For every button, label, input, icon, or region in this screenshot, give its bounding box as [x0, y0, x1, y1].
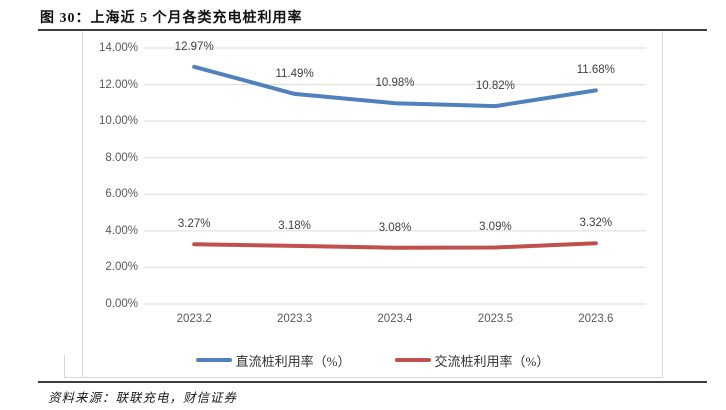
x-tick-label: 2023.5: [477, 313, 513, 325]
data-label: 3.27%: [177, 218, 211, 231]
source-note: 资料来源：联联充电，财信证券: [48, 391, 238, 405]
figure-title: 图 30：上海近 5 个月各类充电桩利用率: [40, 11, 303, 26]
y-tick-label: 0.00%: [105, 298, 138, 310]
data-label: 3.09%: [479, 221, 512, 234]
data-label: 3.18%: [278, 219, 311, 232]
legend-label: 交流桩利用率（%）: [434, 353, 550, 369]
series-line-1: [192, 241, 598, 250]
legend-line-swatch: [195, 358, 232, 362]
y-tick-label: 12.00%: [98, 78, 138, 91]
x-tick-label: 2023.4: [377, 313, 413, 325]
legend: 直流桩利用率（%） 交流桩利用率（%）: [83, 349, 662, 371]
y-tick-label: 4.00%: [105, 224, 138, 237]
legend-line-swatch: [394, 358, 431, 362]
legend-item-1: 交流桩利用率（%）: [394, 351, 550, 370]
chart-area: 0.00% 2.00% 4.00% 6.00% 8.00% 10.00% 12.00% 14.…: [82, 31, 663, 378]
data-label: 10.82%: [475, 80, 515, 93]
x-tick-label: 2023.3: [277, 313, 313, 325]
data-label: 10.98%: [375, 77, 415, 90]
data-label: 12.97%: [174, 40, 214, 53]
legend-label: 直流桩利用率（%）: [235, 353, 351, 369]
x-tick-label: 2023.6: [578, 313, 614, 325]
data-label: 3.08%: [378, 221, 412, 234]
data-label: 11.49%: [275, 67, 314, 80]
legend-item-0: 直流桩利用率（%）: [195, 351, 351, 370]
title-divider-rule: [38, 29, 707, 31]
x-tick-label: 2023.2: [176, 313, 212, 325]
line-chart-canvas: [144, 47, 646, 305]
table-cell-border-horizontal: [64, 377, 83, 378]
source-divider-rule: [38, 381, 707, 383]
table-cell-border-vertical: [64, 355, 65, 378]
y-tick-label: 10.00%: [98, 115, 138, 128]
data-label: 11.68%: [576, 64, 615, 77]
data-label: 3.32%: [579, 217, 613, 230]
y-tick-label: 14.00%: [98, 42, 138, 54]
y-tick-label: 2.00%: [105, 261, 138, 274]
series-line-0: [192, 64, 598, 109]
y-tick-label: 6.00%: [105, 188, 138, 201]
y-tick-label: 8.00%: [105, 151, 138, 164]
